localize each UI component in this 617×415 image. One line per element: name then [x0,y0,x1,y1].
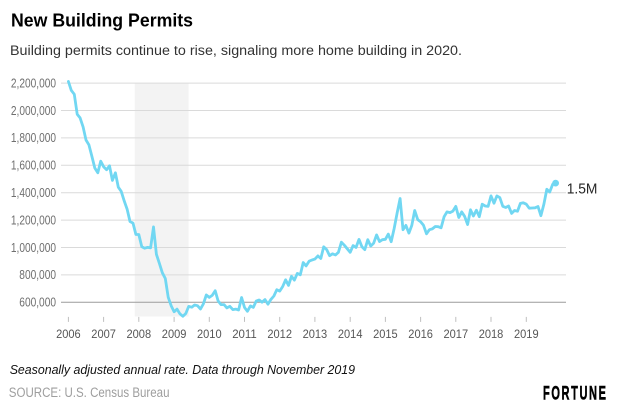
svg-text:1.5M: 1.5M [567,180,598,197]
svg-text:SOURCE: U.S. Census Bureau: SOURCE: U.S. Census Bureau [9,385,170,400]
svg-text:FORTUNE: FORTUNE [543,383,608,404]
svg-text:2014: 2014 [338,327,363,341]
svg-text:1,800,000: 1,800,000 [11,131,56,145]
svg-text:2018: 2018 [479,327,504,341]
svg-text:2,200,000: 2,200,000 [11,76,56,90]
svg-text:2015: 2015 [373,327,398,341]
svg-text:1,400,000: 1,400,000 [11,186,56,200]
svg-text:1,000,000: 1,000,000 [11,241,56,255]
svg-text:Seasonally adjusted annual rat: Seasonally adjusted annual rate. Data th… [10,362,356,377]
svg-text:600,000: 600,000 [19,296,56,310]
svg-text:2011: 2011 [232,327,257,341]
svg-text:2010: 2010 [197,327,222,341]
svg-text:800,000: 800,000 [19,268,56,282]
svg-text:2013: 2013 [303,327,328,341]
svg-text:2006: 2006 [56,327,81,341]
svg-text:2008: 2008 [127,327,152,341]
svg-text:1,200,000: 1,200,000 [11,213,56,227]
svg-text:New Building Permits: New Building Permits [11,10,193,31]
svg-text:2007: 2007 [91,327,116,341]
svg-text:2,000,000: 2,000,000 [11,104,56,118]
svg-text:2019: 2019 [514,327,539,341]
svg-text:2009: 2009 [162,327,187,341]
svg-text:2016: 2016 [408,327,433,341]
svg-text:1,600,000: 1,600,000 [11,159,56,173]
svg-text:2012: 2012 [267,327,292,341]
svg-text:Building permits continue to r: Building permits continue to rise, signa… [10,43,462,59]
svg-text:2017: 2017 [444,327,469,341]
